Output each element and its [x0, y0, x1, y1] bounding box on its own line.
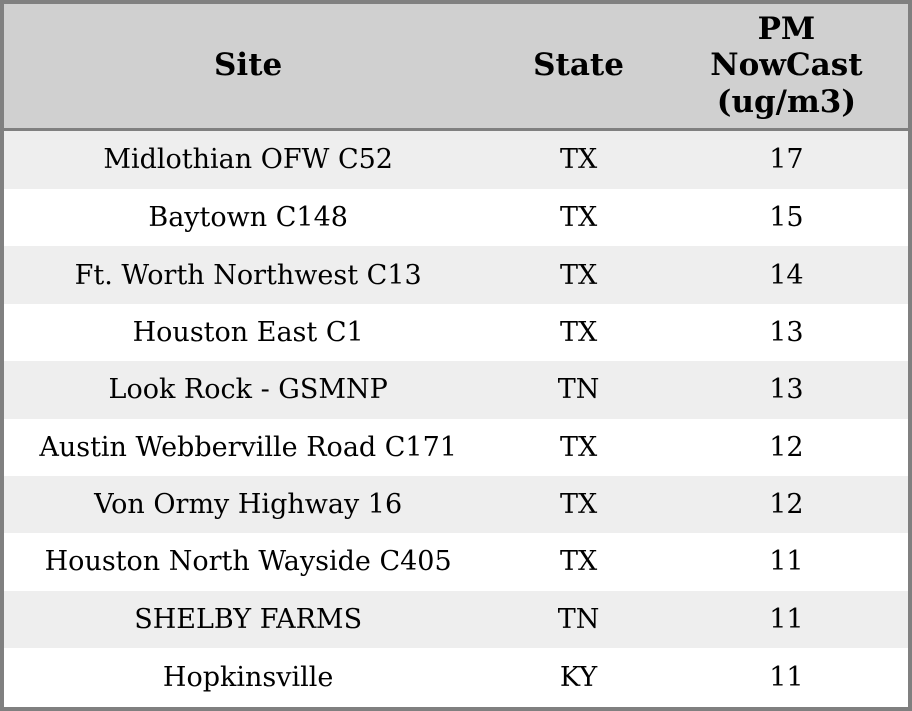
cell-pm-nowcast: 11: [769, 546, 804, 578]
cell-state: TX: [559, 144, 598, 176]
table-row: Houston East C1 TX 13: [2, 303, 910, 362]
cell-pm-nowcast: 11: [769, 603, 804, 635]
column-header-pm-nowcast: PM NowCast (ug/m3): [664, 2, 910, 131]
cell-state: TX: [559, 259, 598, 291]
cell-pm-nowcast: 17: [769, 144, 804, 176]
cell-site: Baytown C148: [148, 202, 348, 234]
column-header-site-label: Site: [214, 47, 283, 84]
cell-site: Midlothian OFW C52: [103, 144, 393, 176]
cell-site: Hopkinsville: [162, 661, 334, 693]
cell-pm-nowcast: 11: [769, 661, 804, 693]
table-row: Austin Webberville Road C171 TX 12: [2, 418, 910, 476]
cell-state: TX: [559, 546, 598, 578]
cell-site: Von Ormy Highway 16: [94, 489, 403, 521]
header-row: Site State PM NowCast (ug/m3): [2, 2, 910, 131]
cell-pm-nowcast: 12: [769, 489, 804, 521]
cell-state: TX: [559, 316, 598, 348]
cell-state: KY: [559, 661, 598, 693]
table-row: Houston North Wayside C405 TX 11: [2, 533, 910, 591]
cell-state: TX: [559, 202, 598, 234]
table-row: Hopkinsville KY 11: [2, 647, 910, 709]
cell-site: Look Rock - GSMNP: [108, 374, 388, 406]
table-header: Site State PM NowCast (ug/m3): [2, 2, 910, 131]
cell-state: TN: [557, 374, 600, 406]
table-row: Baytown C148 TX 15: [2, 189, 910, 247]
cell-state: TX: [559, 489, 598, 521]
column-header-state-label: State: [533, 47, 624, 84]
cell-site: SHELBY FARMS: [134, 603, 363, 635]
table-row: Look Rock - GSMNP TN 13: [2, 361, 910, 419]
cell-pm-nowcast: 12: [769, 431, 804, 463]
cell-pm-nowcast: 14: [769, 259, 804, 291]
table-row: Midlothian OFW C52 TX 17: [2, 129, 910, 190]
table-body: Midlothian OFW C52 TX 17 Baytown C148 TX 15 Ft…: [2, 129, 910, 709]
cell-pm-nowcast: 13: [769, 316, 804, 348]
cell-state: TN: [557, 603, 600, 635]
table-row: Von Ormy Highway 16 TX 12: [2, 475, 910, 534]
table-row: SHELBY FARMS TN 11: [2, 590, 910, 648]
cell-site: Austin Webberville Road C171: [39, 431, 457, 463]
cell-pm-nowcast: 13: [769, 374, 804, 406]
column-header-state: State: [492, 2, 665, 131]
cell-site: Houston North Wayside C405: [44, 546, 452, 578]
cell-site: Houston East C1: [132, 316, 364, 348]
cell-state: TX: [559, 431, 598, 463]
cell-site: Ft. Worth Northwest C13: [74, 259, 422, 291]
table-row: Ft. Worth Northwest C13 TX 14: [2, 246, 910, 304]
column-header-site: Site: [2, 2, 493, 131]
column-header-pm-nowcast-label: PM NowCast (ug/m3): [710, 10, 863, 121]
cell-pm-nowcast: 15: [769, 202, 804, 234]
